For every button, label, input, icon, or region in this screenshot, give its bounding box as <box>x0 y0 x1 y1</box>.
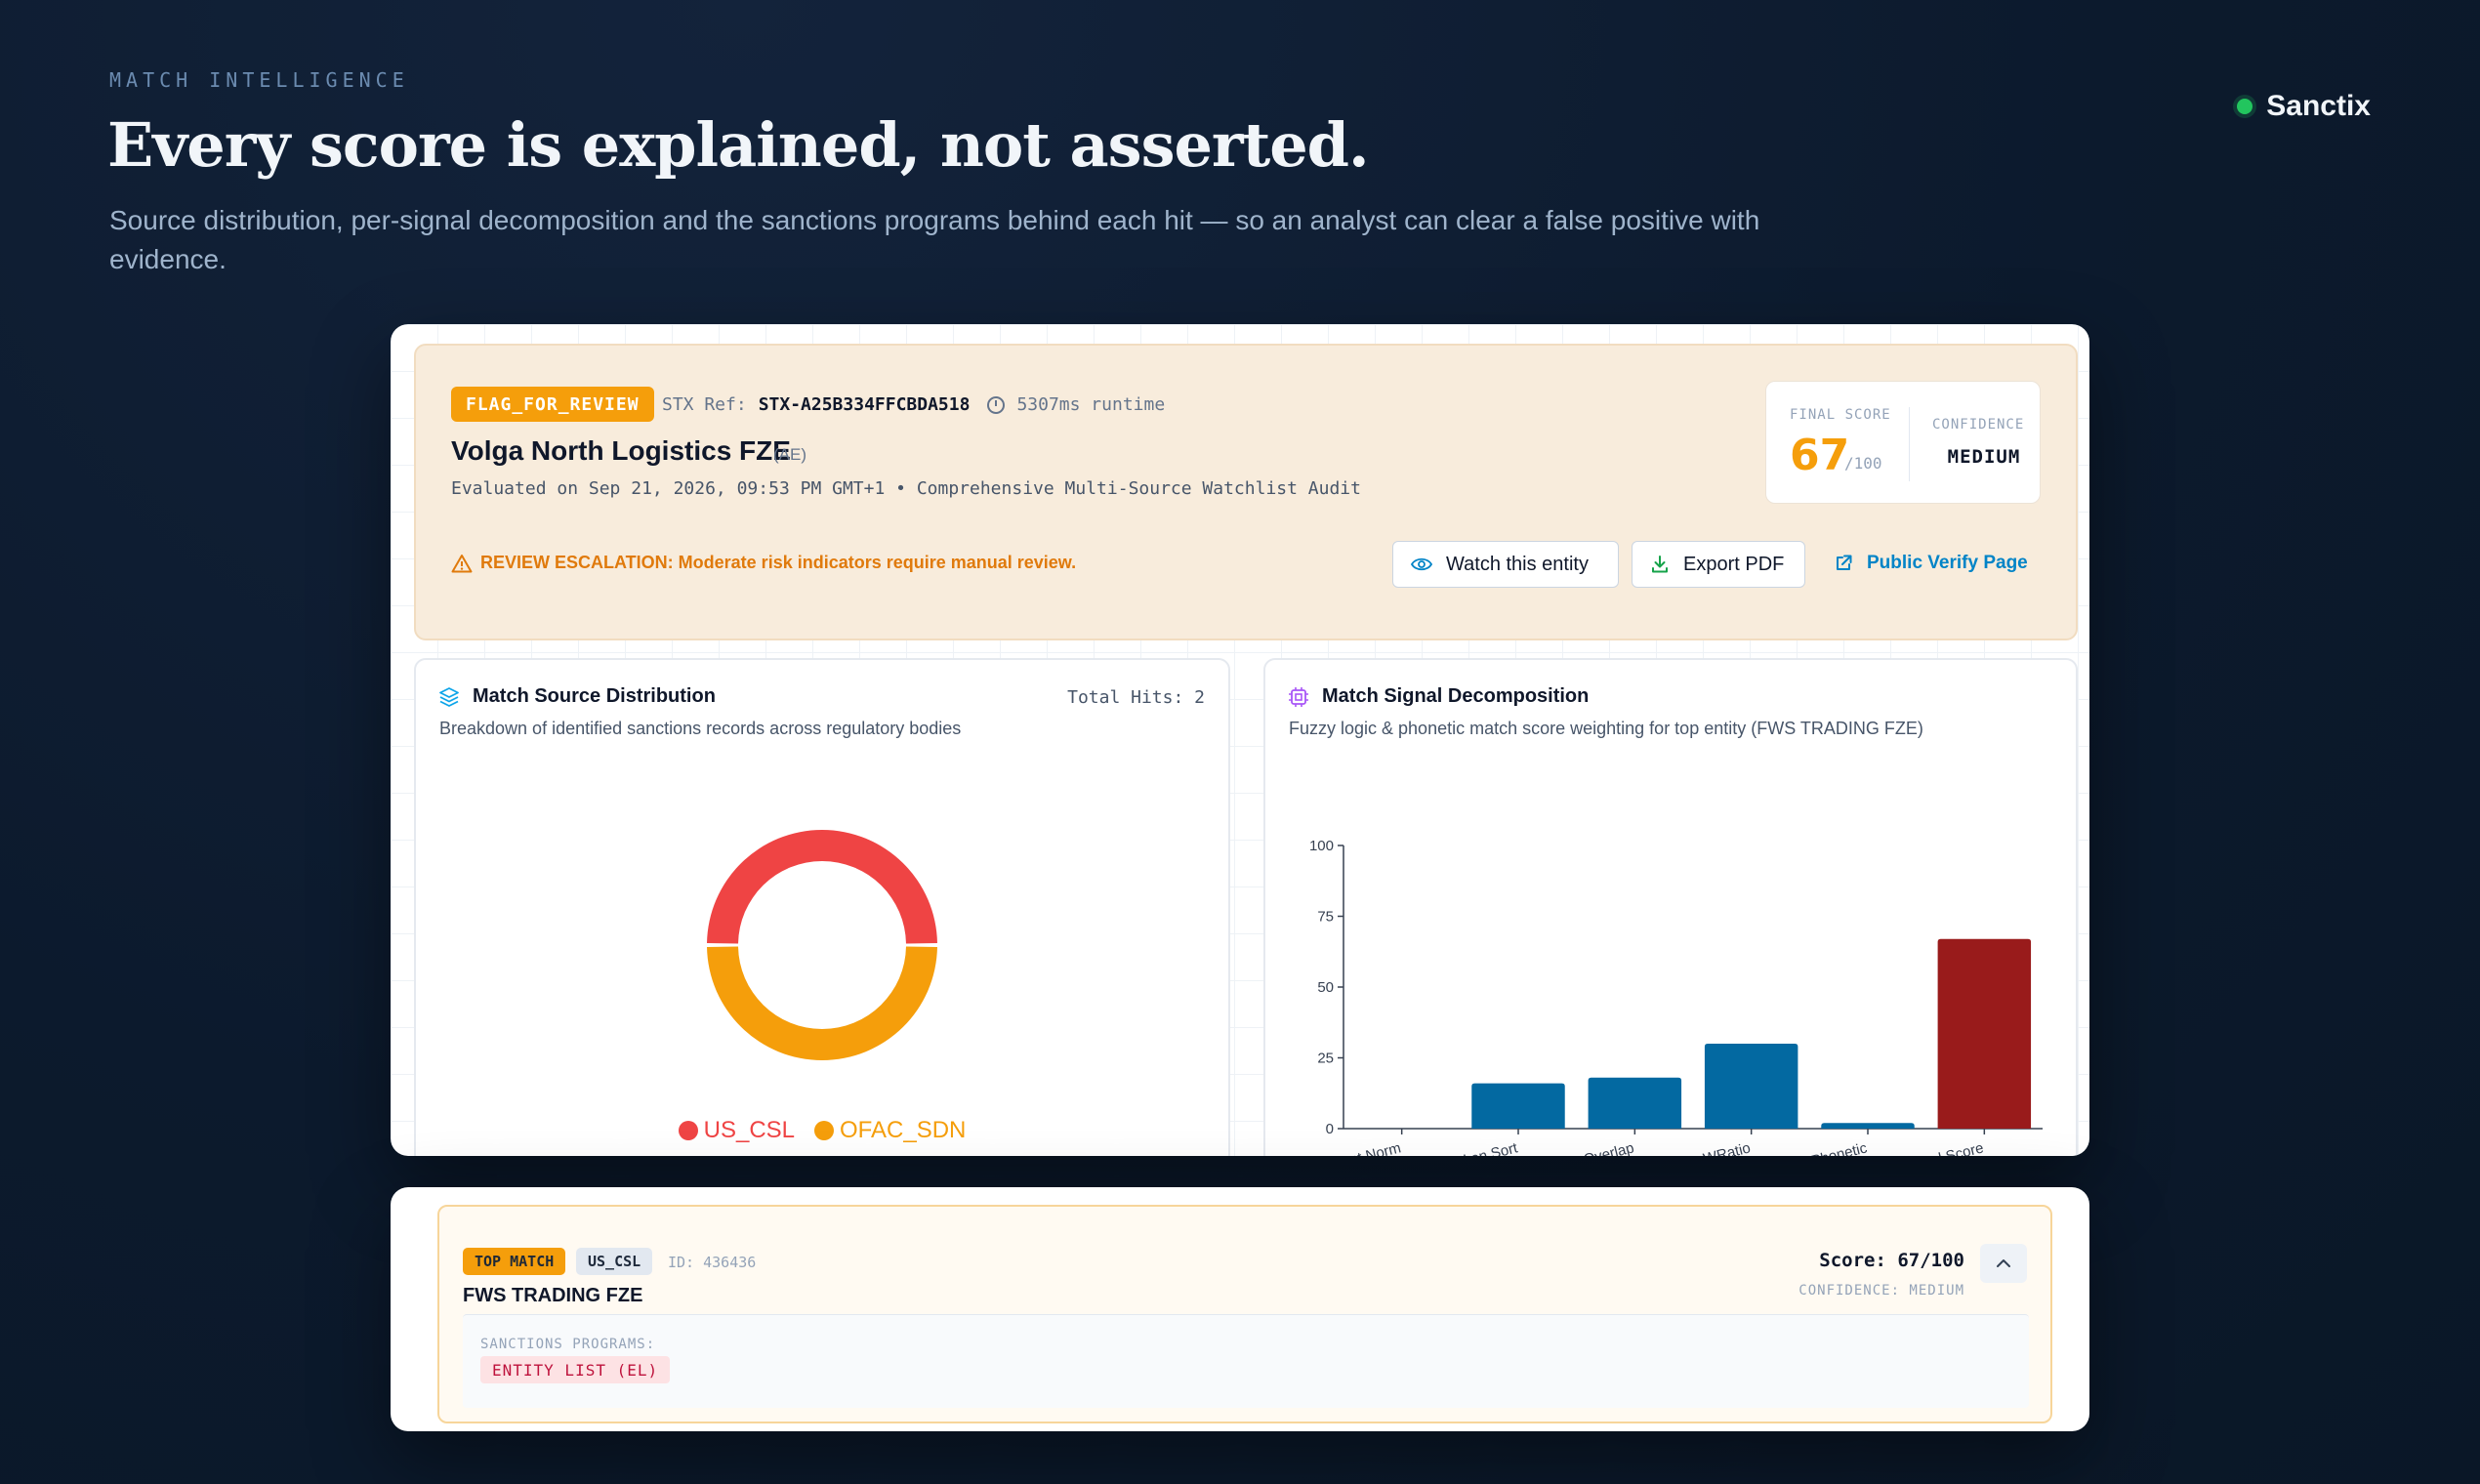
ref-label: STX Ref: <box>662 394 747 415</box>
score-divider <box>1909 407 1910 481</box>
x-tick-label: Fuzzy WRatio <box>1660 1139 1753 1156</box>
y-tick-label: 0 <box>1326 1121 1334 1137</box>
x-tick-label: Token Overlap <box>1540 1139 1635 1156</box>
match-entry[interactable]: TOP MATCH US_CSL ID: 436436 FWS TRADING … <box>437 1205 2052 1423</box>
watch-entity-label: Watch this entity <box>1446 553 1589 575</box>
match-score: Score: 67/100 <box>1819 1250 1964 1271</box>
match-name: FWS TRADING FZE <box>463 1285 643 1306</box>
legend-label: US_CSL <box>703 1117 795 1143</box>
confidence-label: CONFIDENCE <box>1932 417 2025 433</box>
layers-icon <box>439 687 459 707</box>
download-icon <box>1652 556 1668 573</box>
bar-token-overlap[interactable] <box>1588 1077 1682 1129</box>
eyebrow-label: MATCH INTELLIGENCE <box>109 68 409 92</box>
bar-token-sort[interactable] <box>1471 1083 1565 1129</box>
brand[interactable]: Sanctix <box>2237 90 2371 123</box>
y-tick-label: 50 <box>1317 979 1334 996</box>
score-box: FINAL SCORE 67 /100 CONFIDENCE MEDIUM <box>1765 381 2041 504</box>
entity-name: Volga North Logistics FZE <box>451 435 791 466</box>
cpu-icon <box>1289 687 1308 707</box>
watch-entity-button[interactable]: Watch this entity <box>1392 541 1619 588</box>
donut-slice-ofac-sdn[interactable] <box>707 946 937 1061</box>
x-tick-label: Phonetic <box>1809 1139 1869 1156</box>
y-tick-label: 75 <box>1317 909 1334 926</box>
source-distribution-panel: Match Source Distribution Total Hits: 2 … <box>414 658 1230 1156</box>
match-id: ID: 436436 <box>668 1254 757 1271</box>
y-tick-label: 25 <box>1317 1051 1334 1067</box>
brand-name: Sanctix <box>2266 90 2371 122</box>
export-pdf-button[interactable]: Export PDF <box>1632 541 1805 588</box>
country-code: (AE) <box>773 445 806 464</box>
top-match-card: TOP MATCH US_CSL ID: 436436 FWS TRADING … <box>391 1187 2089 1431</box>
x-tick-label: Final Score <box>1910 1139 1986 1156</box>
legend-item-us-csl[interactable]: US_CSL <box>678 1117 795 1144</box>
confidence-value: MEDIUM <box>1947 446 2021 468</box>
source-donut-chart <box>707 829 937 1061</box>
decision-badge: FLAG_FOR_REVIEW <box>451 387 654 422</box>
ref-value: STX-A25B334FFCBDA518 <box>758 394 971 415</box>
donut-legend: US_CSL OFAC_SDN <box>416 1117 1228 1144</box>
match-confidence: CONFIDENCE: MEDIUM <box>1798 1283 1964 1298</box>
bar-final-score[interactable] <box>1937 938 2032 1129</box>
external-link-icon <box>1837 555 1852 570</box>
bar-phonetic[interactable] <box>1821 1123 1915 1129</box>
sanctions-programs-box: SANCTIONS PROGRAMS: ENTITY LIST (EL) <box>463 1314 2029 1408</box>
programs-label: SANCTIONS PROGRAMS: <box>480 1337 656 1352</box>
eye-icon <box>1411 557 1432 571</box>
warning-text: REVIEW ESCALATION: Moderate risk indicat… <box>480 553 1077 572</box>
collapse-button[interactable] <box>1980 1244 2027 1283</box>
review-warning: REVIEW ESCALATION: Moderate risk indicat… <box>451 553 1076 573</box>
evaluation-line: Evaluated on Sep 21, 2026, 09:53 PM GMT+… <box>451 478 1361 499</box>
summary-banner: FLAG_FOR_REVIEW STX Ref: STX-A25B334FFCB… <box>414 344 2078 640</box>
total-hits: Total Hits: 2 <box>1067 687 1205 708</box>
donut-slice-us-csl[interactable] <box>707 829 937 944</box>
bar-fuzzy-wratio[interactable] <box>1704 1044 1798 1129</box>
clock-icon <box>987 395 1006 414</box>
final-score-value: 67 <box>1790 431 1850 480</box>
hero-subtitle: Source distribution, per-signal decompos… <box>109 205 1760 274</box>
runtime: 5307ms runtime <box>1016 394 1166 415</box>
signal-decomposition-panel: Match Signal Decomposition Fuzzy logic &… <box>1263 658 2078 1156</box>
signal-panel-title: Match Signal Decomposition <box>1322 685 1590 707</box>
final-score-max: /100 <box>1844 454 1882 473</box>
program-tag: ENTITY LIST (EL) <box>480 1356 671 1383</box>
signal-panel-subtitle: Fuzzy logic & phonetic match score weigh… <box>1289 719 1923 738</box>
analysis-card: FLAG_FOR_REVIEW STX Ref: STX-A25B334FFCB… <box>391 324 2089 1156</box>
warning-icon <box>451 554 473 572</box>
x-tick-label: Token Sort <box>1447 1139 1519 1156</box>
y-tick-label: 100 <box>1309 838 1334 854</box>
x-tick-label: Exact Norm <box>1324 1139 1402 1156</box>
hero-title: Every score is explained, not asserted. <box>107 109 1370 181</box>
export-pdf-label: Export PDF <box>1683 553 1785 575</box>
source-panel-title: Match Source Distribution <box>473 685 716 707</box>
legend-item-ofac-sdn[interactable]: OFAC_SDN <box>814 1117 966 1144</box>
top-match-badge: TOP MATCH <box>463 1248 566 1275</box>
public-verify-link[interactable]: Public Verify Page <box>1834 553 2028 574</box>
signal-bar-chart: 0 25 50 75 100 Exact Norm Token Sort Token Over… <box>1309 838 2043 1156</box>
status-dot-icon <box>2237 99 2253 114</box>
chevron-up-icon <box>1997 1259 2010 1267</box>
source-badge: US_CSL <box>576 1248 653 1275</box>
public-verify-label: Public Verify Page <box>1867 553 2028 573</box>
legend-dot-icon <box>814 1121 834 1140</box>
legend-label: OFAC_SDN <box>840 1117 967 1143</box>
legend-dot-icon <box>678 1121 698 1140</box>
reference-line: STX Ref: STX-A25B334FFCBDA518 5307ms run… <box>662 394 1165 415</box>
source-panel-subtitle: Breakdown of identified sanctions record… <box>439 719 962 738</box>
final-score-label: FINAL SCORE <box>1790 407 1891 423</box>
